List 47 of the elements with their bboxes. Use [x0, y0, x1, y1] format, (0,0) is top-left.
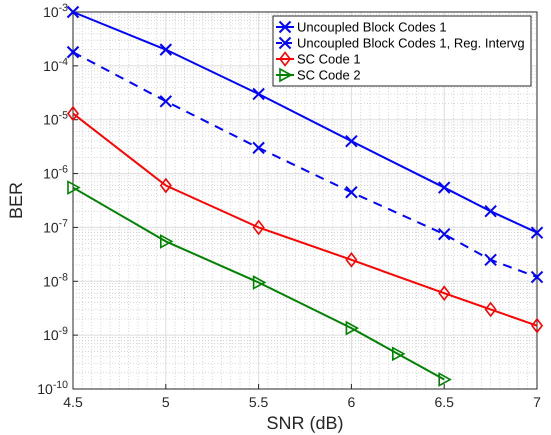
y-tick-label: 10$^{-8}$	[43, 271, 68, 290]
point	[438, 228, 451, 241]
point	[252, 276, 266, 290]
point	[484, 204, 498, 218]
point	[66, 46, 80, 59]
y-tick-label: 10$^{-6}$	[43, 164, 68, 182]
x-tick-label: 6	[348, 394, 356, 410]
y-tick-label: 10$^{-9}$	[43, 325, 68, 344]
point	[438, 286, 450, 301]
x-tick-label: 5.5	[248, 394, 269, 410]
y-tick-label: 10$^{-5}$	[43, 110, 68, 128]
point	[344, 186, 358, 199]
x-axis-title: SNR (dB)	[266, 413, 344, 433]
point	[531, 318, 543, 333]
y-tick-label: 10$^{-7}$	[43, 217, 68, 236]
y-axis-title: BER	[6, 182, 26, 220]
point	[530, 270, 544, 284]
point	[484, 253, 498, 266]
point	[346, 321, 358, 335]
legend-label: Uncoupled Block Codes 1, Reg. Intervg	[297, 36, 525, 50]
point	[344, 134, 358, 148]
x-tick-label: 5	[162, 394, 170, 410]
point	[484, 302, 496, 317]
legend-label: SC Code 1	[297, 52, 361, 66]
y-tick-label: 10$^{-10}$	[37, 379, 68, 397]
x-tick-label: 6.5	[434, 394, 454, 410]
y-tick-label: 10$^{-4}$	[43, 56, 68, 74]
point	[159, 43, 172, 56]
legend-label: SC Code 2	[297, 68, 361, 82]
point	[392, 347, 405, 361]
point	[66, 6, 80, 18]
point	[438, 372, 451, 386]
point	[438, 181, 451, 194]
point	[160, 178, 172, 193]
point	[252, 220, 264, 235]
point	[67, 106, 79, 121]
point	[346, 252, 358, 268]
point	[160, 234, 173, 248]
point	[530, 226, 544, 240]
x-tick-label: 4.5	[63, 394, 83, 410]
y-tick-label: 10$^{-3}$	[43, 2, 68, 20]
legend-label: Uncoupled Block Codes 1	[297, 20, 447, 34]
point	[252, 141, 266, 154]
point	[67, 180, 80, 194]
point	[159, 94, 172, 108]
point	[252, 88, 266, 101]
x-tick-label: 7	[533, 394, 542, 410]
